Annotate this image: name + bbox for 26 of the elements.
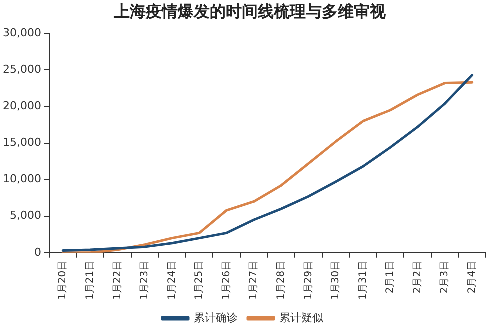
y-tick-label: 25,000 bbox=[2, 63, 42, 76]
x-tick-label: 1月30日 bbox=[330, 260, 342, 300]
x-tick-label: 1月24日 bbox=[166, 260, 178, 300]
legend-label: 累计确诊 bbox=[194, 311, 238, 324]
x-tick-label: 1月20日 bbox=[58, 260, 69, 300]
x-tick-label: 1月23日 bbox=[140, 260, 151, 300]
y-tick-label: 0 bbox=[34, 246, 42, 259]
x-tick-label: 1月31日 bbox=[358, 260, 369, 300]
y-tick-label: 20,000 bbox=[2, 100, 42, 113]
x-tick-label: 1月22日 bbox=[112, 260, 124, 300]
x-tick-label: 2月1日 bbox=[385, 260, 396, 294]
x-tick-label: 2月4日 bbox=[466, 260, 478, 294]
chart-title: 上海疫情爆发的时间线梳理与多维审视 bbox=[113, 1, 387, 23]
y-tick-label: 15,000 bbox=[2, 136, 42, 150]
x-tick-label: 2月3日 bbox=[440, 260, 451, 294]
x-tick-label: 1月27日 bbox=[248, 260, 260, 300]
x-tick-label: 1月21日 bbox=[85, 260, 96, 300]
y-tick-label: 30,000 bbox=[2, 26, 42, 40]
x-tick-label: 1月29日 bbox=[303, 260, 314, 300]
y-tick-label: 10,000 bbox=[2, 172, 42, 186]
y-tick-label: 5,000 bbox=[10, 209, 42, 222]
x-tick-label: 1月28日 bbox=[276, 260, 287, 300]
x-tick-label: 1月26日 bbox=[221, 260, 232, 300]
x-tick-label: 1月25日 bbox=[194, 260, 206, 300]
x-tick-label: 2月2日 bbox=[412, 260, 424, 294]
legend-label: 累计疑似 bbox=[280, 311, 324, 324]
